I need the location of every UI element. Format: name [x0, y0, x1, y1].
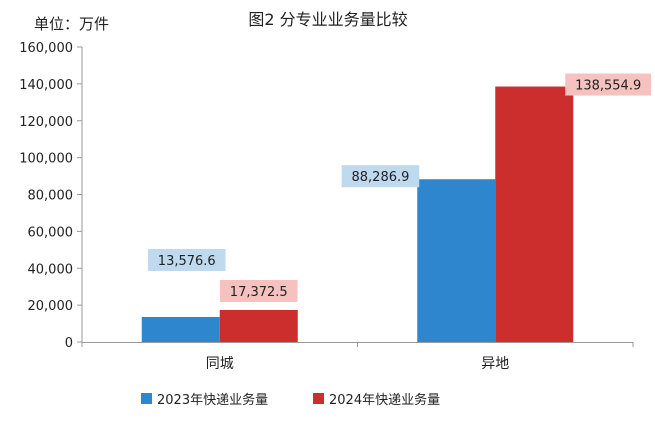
- bar-2024-yidi: [495, 86, 574, 343]
- data-label-bg: [565, 73, 652, 96]
- y-tick-label: 160,000: [19, 41, 73, 56]
- x-category-label: 同城: [206, 356, 234, 372]
- y-tick-label: 20,000: [28, 299, 74, 314]
- legend-swatch: [313, 393, 324, 404]
- legend-label: 2023年快递业务量: [157, 392, 268, 408]
- unit-label: 单位：万件: [34, 15, 109, 33]
- y-tick-label: 100,000: [19, 152, 73, 167]
- data-label: 13,576.6: [158, 254, 216, 269]
- y-tick-label: 60,000: [28, 225, 74, 240]
- data-label: 138,554.9: [575, 79, 641, 94]
- data-label: 88,286.9: [352, 170, 410, 185]
- y-tick-label: 0: [65, 336, 73, 351]
- bar-2023-tongcheng: [141, 316, 220, 342]
- data-label-bg: [341, 165, 420, 188]
- data-label-bg: [147, 248, 226, 271]
- chart-title: 图2 分专业业务量比较: [248, 10, 407, 29]
- y-tick-label: 140,000: [19, 78, 73, 93]
- x-category-label: 异地: [481, 356, 509, 372]
- bar-2023-yidi: [417, 179, 496, 342]
- bar-2024-tongcheng: [219, 309, 298, 342]
- y-tick-label: 120,000: [19, 115, 73, 130]
- y-tick-label: 40,000: [28, 262, 74, 277]
- data-label: 17,372.5: [230, 285, 288, 300]
- y-tick-label: 80,000: [28, 189, 74, 204]
- legend-label: 2024年快递业务量: [329, 392, 440, 408]
- data-label-bg: [219, 279, 298, 302]
- legend-swatch: [141, 393, 152, 404]
